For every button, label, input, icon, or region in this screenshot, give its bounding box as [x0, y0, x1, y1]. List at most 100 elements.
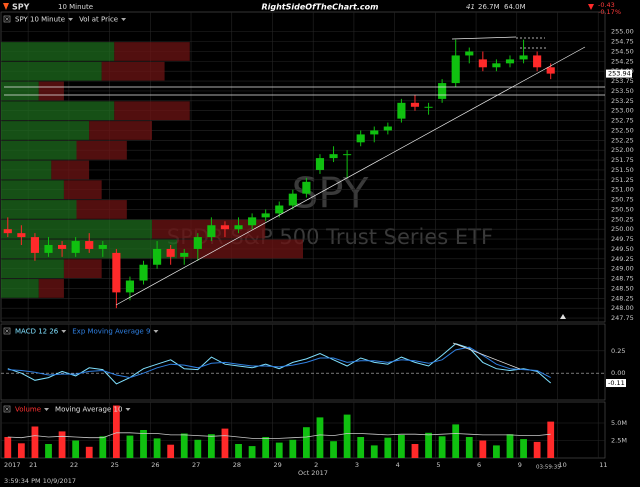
volume-bar [520, 439, 527, 458]
candle-body [30, 237, 40, 253]
volume-bar [398, 434, 405, 458]
legend-label: Moving Average 10 [55, 406, 122, 414]
vap-down [101, 61, 165, 81]
candle-body [410, 102, 420, 107]
candle-body [424, 106, 433, 108]
x-tick-label: 6 [477, 461, 481, 469]
series-line [7, 432, 551, 439]
vap-up [1, 81, 39, 101]
candle-body [492, 63, 501, 68]
stat: 26.7M [478, 3, 500, 11]
vap-down [63, 180, 102, 200]
legend-menu [153, 330, 159, 333]
trend-line [451, 36, 517, 40]
stat: 41 [466, 3, 475, 11]
y-tick-label: 252.25 [611, 136, 634, 144]
volume-bar [126, 435, 134, 458]
y-tick-label: 253.50 [611, 87, 634, 95]
symbol: SPY [12, 3, 30, 12]
vap-up [1, 42, 115, 61]
vap-down [114, 42, 190, 61]
volume-bar [4, 437, 12, 458]
x-tick-label: 5 [436, 461, 440, 469]
volume-bar [465, 437, 473, 458]
stat: 64.0M [504, 3, 526, 11]
volume-bar [72, 440, 80, 458]
x-tick-label: 3 [355, 461, 359, 469]
candle-body [3, 229, 12, 234]
candle-body [505, 59, 515, 64]
y-tick-label: 253.00 [611, 107, 634, 115]
series-line [7, 346, 551, 379]
candle-body [533, 55, 542, 68]
x-tick-label: 9 [518, 461, 522, 469]
y-tick-label: 0.25 [611, 347, 625, 355]
y-tick-label: 248.00 [611, 304, 634, 312]
volume-bar [370, 445, 378, 458]
candle-body [234, 225, 243, 230]
y-tick-label: 254.25 [611, 57, 634, 65]
legend-close [3, 405, 11, 413]
legend-close-x [5, 17, 9, 21]
volume-bar [99, 436, 107, 458]
series-line [7, 343, 552, 385]
x-tick-label: 2 [314, 461, 318, 469]
volume-bar [303, 427, 310, 458]
candle-body [112, 252, 121, 293]
candle-body [343, 154, 352, 156]
last-value-box [606, 379, 626, 388]
candle-body [207, 225, 216, 238]
volume-bar [221, 428, 229, 458]
candle-body [166, 248, 175, 257]
legend-menu [125, 408, 131, 411]
y-tick-label: 255.00 [611, 28, 634, 36]
legend-close [3, 15, 11, 23]
volume-bar [425, 432, 432, 458]
timestamp: 3:59:34 PM 10/9/2017 [4, 477, 76, 485]
x-tick-label: 29 [273, 461, 281, 469]
volume-bar [17, 443, 25, 458]
candle-body [315, 158, 325, 170]
legend-label: Volume [15, 406, 41, 414]
last-value: -0.11 [608, 379, 625, 387]
panel-frame [0, 323, 606, 401]
volume-bar [452, 424, 460, 458]
volume-bar [479, 440, 487, 458]
candle-body [275, 205, 284, 214]
candle-body [465, 51, 474, 56]
x-tick-label: 25 [111, 461, 119, 469]
legend-close-x [5, 407, 9, 411]
volume-bar [493, 445, 500, 458]
month-label: Oct 2017 [298, 469, 328, 477]
candle-body [261, 213, 270, 218]
vap-up [1, 140, 77, 160]
volume-bar [194, 439, 202, 458]
y-tick-label: 248.50 [611, 284, 634, 292]
volume-bar [262, 437, 270, 458]
marker [560, 314, 566, 319]
vap-down [114, 101, 190, 121]
volume-bar [153, 438, 161, 458]
vap-down [38, 279, 64, 298]
change-arrow [588, 4, 594, 10]
vap-down [76, 200, 127, 219]
y-tick-label: 250.25 [611, 215, 634, 223]
legend-label: MACD 12 26 [15, 328, 59, 336]
candle-body [180, 252, 189, 257]
divergence-line [452, 342, 521, 370]
legend-menu [44, 408, 50, 411]
volume-bar [140, 430, 147, 458]
volume-bar [207, 434, 215, 458]
candle-body [125, 280, 135, 293]
legend-menu [121, 18, 127, 21]
interval[interactable]: 10 Minute [58, 3, 93, 11]
volume-bar [506, 434, 514, 458]
candle-body [329, 154, 338, 159]
y-tick-label: 248.25 [611, 294, 634, 302]
volume-bar [275, 442, 283, 458]
y-tick-label: 250.50 [611, 205, 634, 213]
candle-body [302, 181, 311, 194]
year-label: 2017 [4, 461, 21, 469]
volume-bar [58, 431, 66, 458]
last-value: 253.94 [608, 70, 631, 78]
